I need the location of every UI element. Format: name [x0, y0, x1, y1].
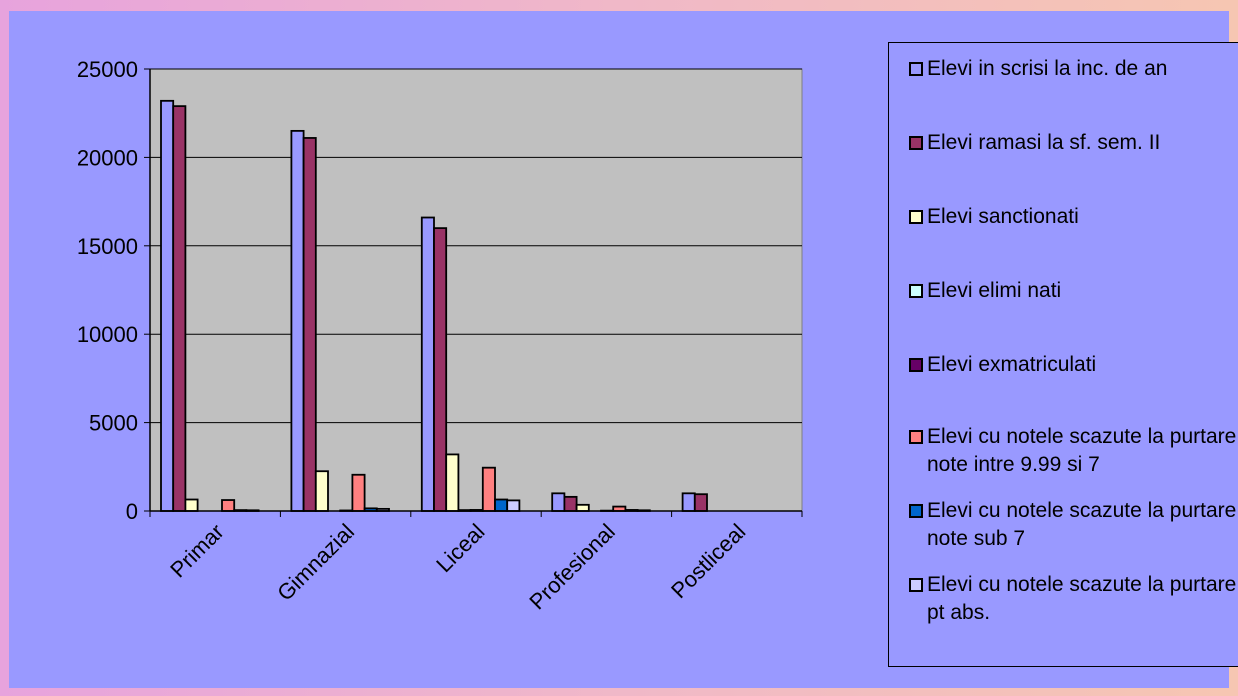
bar-primar-series-1	[160, 99, 175, 512]
legend-item: Elevi exmatriculati	[909, 351, 1238, 379]
bar-gimnazial-series-3	[314, 470, 329, 512]
bar-gimnazial-series-6	[351, 473, 366, 512]
bar-primar-series-3	[184, 498, 199, 512]
bars	[160, 99, 708, 512]
legend-swatch	[909, 578, 923, 592]
y-tick-label: 20000	[77, 145, 138, 170]
legend-label: Elevi in scrisi la inc. de an	[927, 57, 1168, 80]
legend-label: Elevi cu notele scazute la purtare note …	[927, 425, 1237, 476]
bar-profesional-series-2	[563, 495, 578, 512]
bar-liceal-series-3	[445, 453, 460, 512]
legend-label: Elevi ramasi la sf. sem. II	[927, 131, 1161, 154]
legend: Elevi in scrisi la inc. de an Elevi ramas…	[888, 42, 1238, 667]
bar-primar-series-2	[172, 105, 187, 512]
bar-liceal-series-1	[420, 216, 435, 512]
legend-swatch	[909, 136, 923, 150]
bar-gimnazial-series-2	[302, 137, 317, 512]
legend-swatch	[909, 284, 923, 298]
legend-label: Elevi sanctionati	[927, 205, 1079, 228]
bar-chart: 0 5000 10000 15000 20000 25000 Primar Gimnazial…	[77, 57, 803, 615]
bar-liceal-series-2	[433, 227, 448, 512]
legend-swatch	[909, 62, 923, 76]
x-tick-label: Profesional	[524, 519, 620, 615]
y-tick-label: 0	[126, 499, 138, 524]
legend-item: Elevi cu notele scazute la purtare note …	[909, 423, 1238, 479]
x-tick-label: Liceal	[431, 519, 489, 577]
gridlines	[150, 68, 802, 424]
legend-item: Elevi elimi nati	[909, 277, 1238, 305]
x-tick-label: Gimnazial	[272, 519, 359, 606]
bar-postliceal-series-2	[693, 493, 708, 512]
bar-profesional-series-3	[575, 503, 590, 512]
x-tick-label: Postliceal	[666, 519, 750, 603]
legend-swatch	[909, 430, 923, 444]
legend-label: Elevi exmatriculati	[927, 353, 1097, 376]
bar-liceal-series-6	[481, 466, 496, 512]
legend-label: Elevi cu notele scazute la purtare pt ab…	[927, 573, 1237, 624]
bar-primar-series-6	[221, 499, 236, 512]
bar-gimnazial-series-1	[290, 129, 305, 512]
legend-item: Elevi in scrisi la inc. de an	[909, 55, 1238, 83]
bar-postliceal-series-1	[681, 492, 696, 512]
y-tick-label: 5000	[89, 411, 138, 436]
axes	[144, 68, 803, 517]
legend-item: Elevi sanctionati	[909, 203, 1238, 231]
x-tick-label: Primar	[165, 519, 228, 582]
bar-liceal-series-8	[506, 499, 521, 512]
y-tick-label: 15000	[77, 234, 138, 259]
legend-swatch	[909, 358, 923, 372]
bar-liceal-series-7	[494, 498, 509, 512]
legend-swatch	[909, 504, 923, 518]
bar-profesional-series-1	[551, 492, 566, 512]
y-tick-label: 25000	[77, 57, 138, 82]
legend-item: Elevi cu notele scazute la purtare pt ab…	[909, 571, 1238, 627]
legend-item: Elevi cu notele scazute la purtare note …	[909, 497, 1238, 553]
legend-label: Elevi cu notele scazute la purtare note …	[927, 499, 1237, 550]
y-tick-label: 10000	[77, 322, 138, 347]
legend-item: Elevi ramasi la sf. sem. II	[909, 129, 1238, 157]
legend-label: Elevi elimi nati	[927, 279, 1062, 302]
legend-swatch	[909, 210, 923, 224]
plot-area	[149, 68, 803, 512]
chart-slide: 0 5000 10000 15000 20000 25000 Primar Gimnazial…	[9, 11, 1238, 688]
